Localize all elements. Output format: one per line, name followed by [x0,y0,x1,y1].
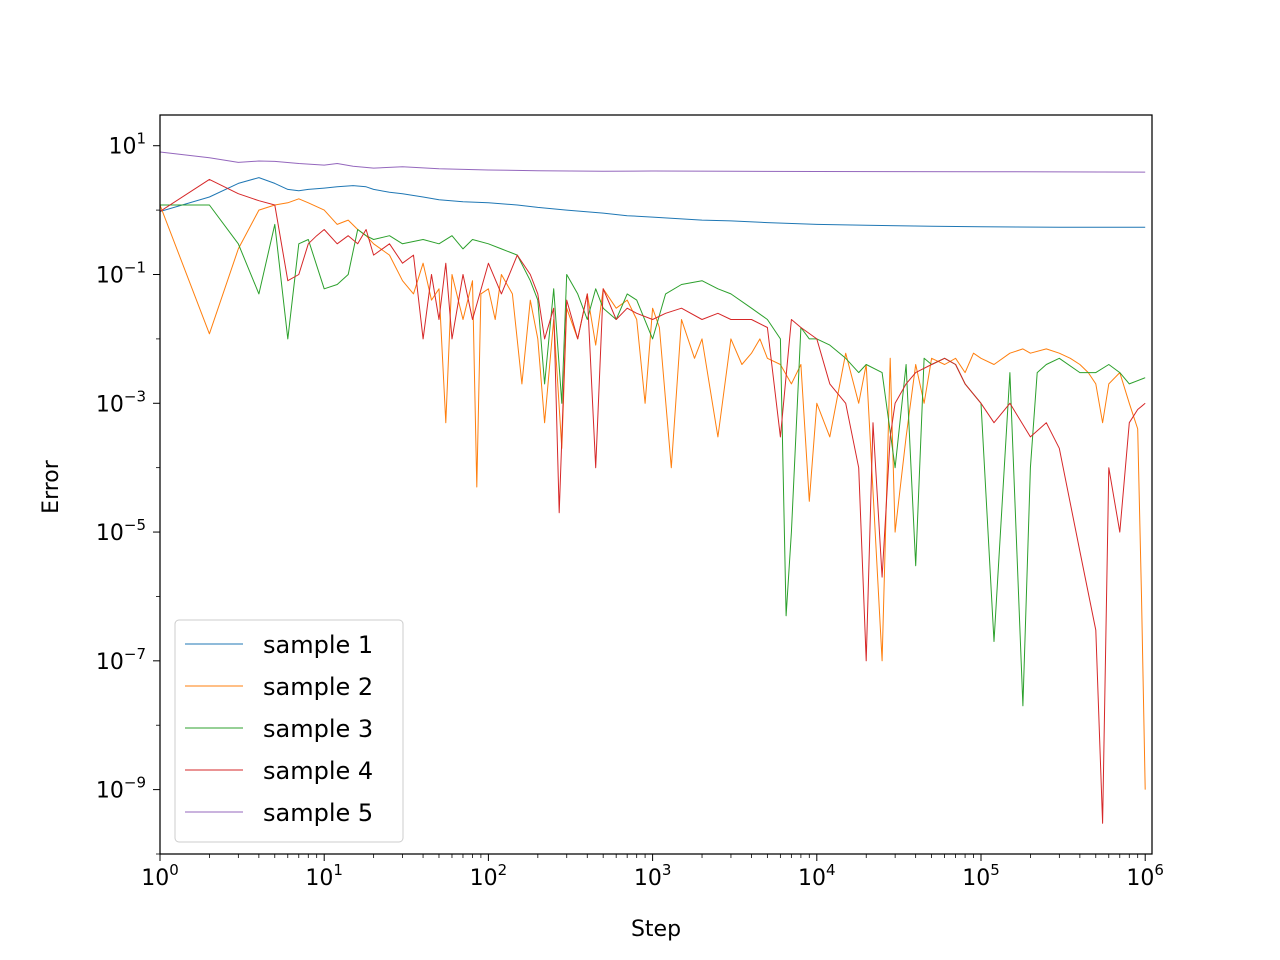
series-line-4 [160,178,1146,824]
tick-base: 10 [96,263,124,288]
tick-base: 10 [96,392,124,417]
series-line-5 [160,151,1146,173]
y-tick-label: 10−7 [96,645,146,675]
legend-label-3: sample 3 [263,715,373,743]
tick-exponent: −5 [124,516,146,534]
tick-exponent: −9 [124,774,146,792]
tick-exponent: −3 [124,387,146,405]
tick-exponent: 1 [136,130,146,148]
tick-base: 10 [634,866,662,891]
tick-exponent: 4 [826,861,836,879]
y-tick-label: 10−5 [96,516,146,546]
legend-label-5: sample 5 [263,799,373,827]
tick-exponent: 2 [498,861,508,879]
series-line-2 [160,198,1146,790]
tick-base: 10 [96,779,124,804]
series-layer [160,151,1146,824]
legend-label-2: sample 2 [263,673,373,701]
y-tick-label: 10−9 [96,774,146,804]
y-axis-title: Error [39,459,64,514]
tick-exponent: 5 [990,861,1000,879]
x-tick-label: 104 [798,861,836,891]
x-axis: 100 101 102 103 104 105 106 [141,854,1164,891]
tick-exponent: −1 [124,258,146,276]
tick-exponent: −7 [124,645,146,663]
x-tick-label: 101 [305,861,343,891]
series-line-1 [160,177,1146,228]
legend-box [174,619,404,843]
x-tick-label: 106 [1126,861,1164,891]
legend-label-4: sample 4 [263,757,373,785]
x-tick-label: 100 [141,861,179,891]
x-axis-title: Step [631,917,681,942]
plot-frame [159,114,1153,855]
legend: sample 1 sample 2 sample 3 sample 4 sample 5 [174,619,404,843]
tick-exponent: 1 [333,861,343,879]
series-line-3 [160,204,1146,707]
x-tick-label: 105 [962,861,1000,891]
tick-base: 10 [96,521,124,546]
tick-base: 10 [470,866,498,891]
tick-base: 10 [305,866,333,891]
x-tick-label: 102 [470,861,508,891]
tick-base: 10 [108,135,136,160]
x-tick-label: 103 [634,861,672,891]
tick-exponent: 3 [662,861,672,879]
tick-base: 10 [141,866,169,891]
legend-label-1: sample 1 [263,631,373,659]
y-tick-label: 101 [108,130,146,160]
tick-exponent: 0 [169,861,179,879]
y-tick-label: 10−1 [96,258,146,288]
tick-base: 10 [96,650,124,675]
y-tick-label: 10−3 [96,387,146,417]
tick-base: 10 [798,866,826,891]
tick-base: 10 [1126,866,1154,891]
tick-exponent: 6 [1154,861,1164,879]
tick-base: 10 [962,866,990,891]
